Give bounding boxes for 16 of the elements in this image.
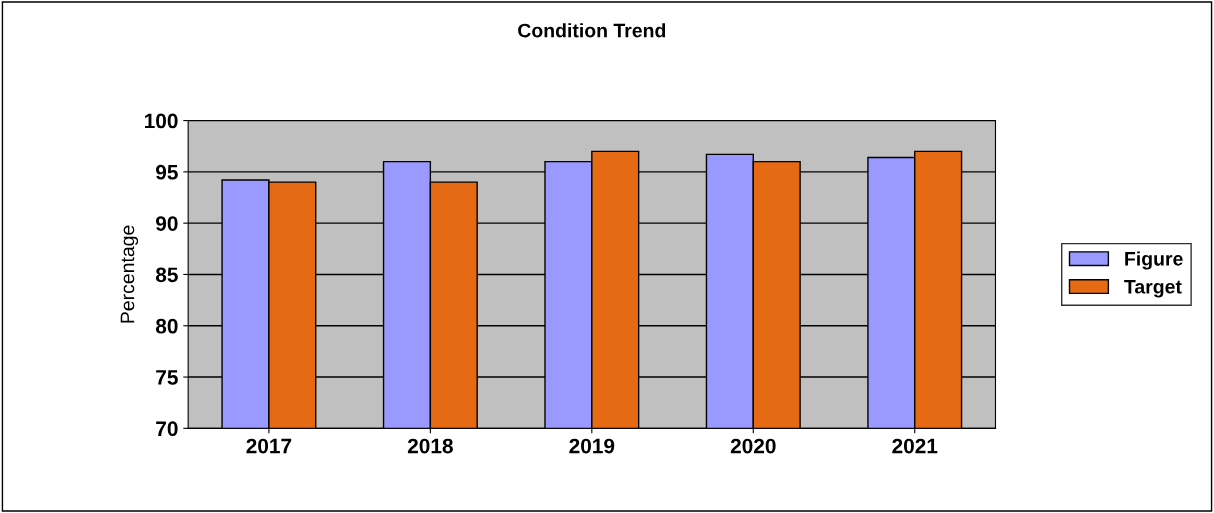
x-tick-label: 2020 <box>730 438 776 454</box>
y-tick-label: 75 <box>156 370 178 385</box>
legend-label: Target <box>1124 280 1182 298</box>
y-tick-label: 80 <box>155 318 178 334</box>
y-tick-label: 85 <box>155 267 178 283</box>
x-tick-label: 2018 <box>407 438 453 454</box>
y-axis-title: Percentage <box>120 225 139 323</box>
y-tick-label: 100 <box>145 113 178 129</box>
x-tick-label: 2017 <box>246 438 292 454</box>
y-tick-label: 90 <box>156 216 178 231</box>
y-tick-label: 70 <box>156 421 178 437</box>
chart-title: Condition Trend <box>518 23 666 38</box>
legend-label: Figure <box>1125 251 1183 270</box>
x-tick-label: 2019 <box>569 438 615 454</box>
y-tick-label: 95 <box>156 164 178 180</box>
x-tick-label: 2021 <box>892 438 938 454</box>
